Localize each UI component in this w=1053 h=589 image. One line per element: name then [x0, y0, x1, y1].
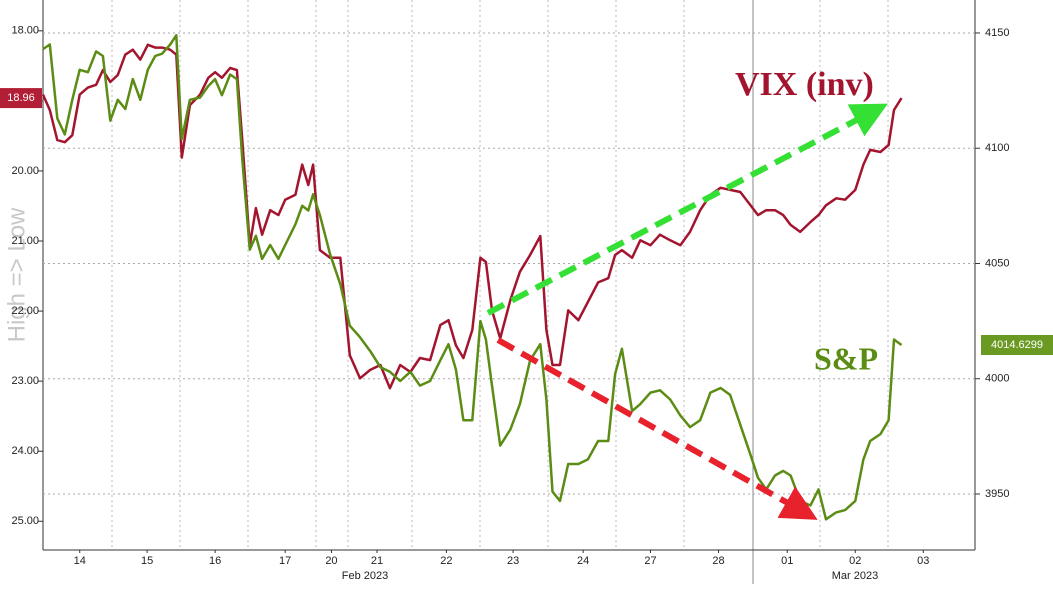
x-tick-label: 24	[577, 555, 589, 567]
month-label: Feb 2023	[342, 570, 388, 582]
y-tick-label: 21.00	[11, 235, 39, 247]
last-value-badge	[981, 335, 1053, 356]
series-line	[42, 34, 903, 521]
last-value-label: 18.96	[7, 92, 35, 104]
trend-arrow	[486, 103, 888, 316]
x-tick-label: 03	[917, 555, 929, 567]
y-tick-label: 18.00	[11, 25, 39, 37]
y-axis-label: High => Low	[3, 207, 30, 342]
x-tick-label: 27	[644, 555, 656, 567]
x-tick-label: 23	[507, 555, 519, 567]
day-separators	[111, 0, 889, 550]
y2-tick-label: 4100	[985, 142, 1009, 154]
month-label: Mar 2023	[832, 570, 878, 582]
series-annotation: S&P	[814, 340, 878, 376]
series-annotation: VIX (inv)	[735, 66, 874, 103]
y2-tick-label: 4000	[985, 373, 1009, 385]
y-tick-label: 24.00	[11, 445, 39, 457]
x-tick-label: 14	[74, 555, 86, 567]
y-tick-label: 25.00	[11, 515, 39, 527]
x-tick-label: 28	[712, 555, 724, 567]
x-tick-label: 21	[371, 555, 383, 567]
last-value-badge	[0, 88, 42, 109]
y2-tick-label: 4150	[985, 27, 1009, 39]
series-line	[41, 43, 903, 390]
y-tick-label: 20.00	[11, 165, 39, 177]
x-tick-label: 20	[325, 555, 337, 567]
x-tick-label: 22	[440, 555, 452, 567]
y-tick-label: 22.00	[11, 305, 39, 317]
y-tick-label: 23.00	[11, 375, 39, 387]
x-tick-label: 01	[781, 555, 793, 567]
y2-tick-label: 4050	[985, 257, 1009, 269]
last-value-label: 4014.6299	[991, 339, 1043, 351]
x-tick-label: 17	[279, 555, 291, 567]
x-tick-label: 02	[849, 555, 861, 567]
y2-tick-label: 3950	[985, 488, 1009, 500]
trend-arrow	[496, 337, 818, 520]
x-tick-label: 16	[209, 555, 221, 567]
x-tick-label: 15	[141, 555, 153, 567]
